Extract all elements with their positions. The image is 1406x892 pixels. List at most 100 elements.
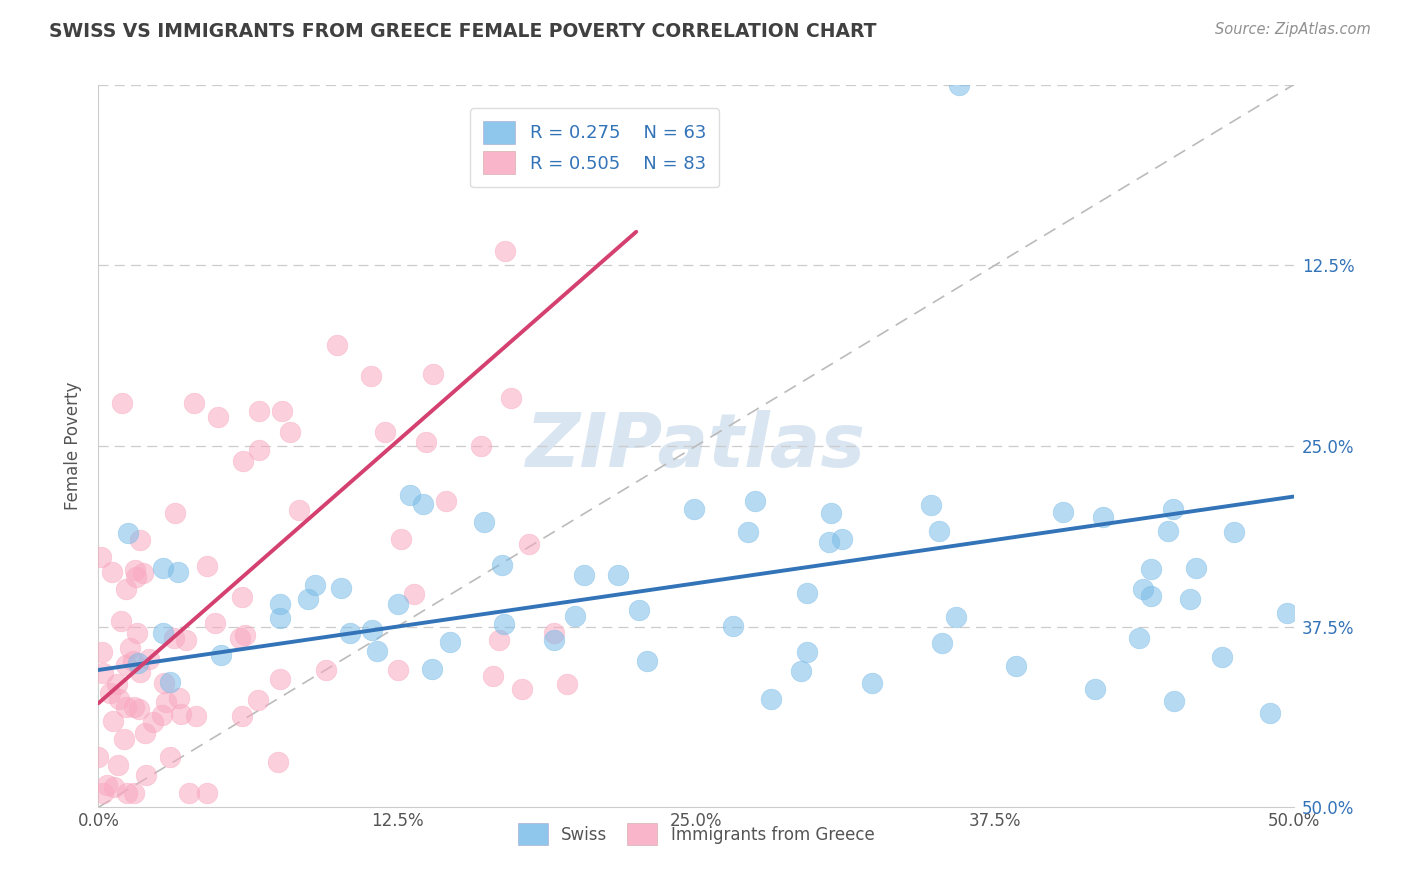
Point xyxy=(1052,505,1074,519)
Point xyxy=(195,559,218,574)
Point xyxy=(247,404,270,418)
Point xyxy=(184,709,207,723)
Point xyxy=(683,502,706,516)
Point xyxy=(177,786,200,800)
Point xyxy=(232,454,254,468)
Point xyxy=(339,625,361,640)
Point xyxy=(103,780,125,794)
Point xyxy=(152,625,174,640)
Point xyxy=(142,715,165,730)
Point xyxy=(269,673,291,687)
Point xyxy=(195,786,218,800)
Point xyxy=(470,439,492,453)
Point xyxy=(297,592,319,607)
Point xyxy=(820,506,842,520)
Point xyxy=(1005,658,1028,673)
Point xyxy=(153,676,176,690)
Point xyxy=(131,566,153,580)
Point xyxy=(420,662,443,676)
Point xyxy=(1132,582,1154,597)
Point xyxy=(1091,510,1114,524)
Point xyxy=(361,623,384,637)
Point xyxy=(1140,562,1163,576)
Point xyxy=(120,641,142,656)
Point xyxy=(115,786,138,800)
Point xyxy=(111,395,134,409)
Point xyxy=(152,561,174,575)
Point xyxy=(124,700,146,714)
Point xyxy=(1161,502,1184,516)
Point xyxy=(1157,524,1180,538)
Point xyxy=(155,695,177,709)
Point xyxy=(1258,706,1281,721)
Point xyxy=(572,568,595,582)
Point xyxy=(1163,693,1185,707)
Point xyxy=(231,590,253,604)
Point xyxy=(606,567,628,582)
Point xyxy=(90,549,112,564)
Point xyxy=(135,768,157,782)
Point xyxy=(415,435,437,450)
Point xyxy=(928,524,950,538)
Point xyxy=(510,681,533,696)
Point xyxy=(229,631,252,645)
Point xyxy=(366,644,388,658)
Point xyxy=(278,425,301,439)
Point xyxy=(796,586,818,600)
Point xyxy=(207,410,229,425)
Point xyxy=(1178,592,1201,607)
Point xyxy=(101,714,124,728)
Point xyxy=(494,244,516,258)
Point xyxy=(124,563,146,577)
Point xyxy=(231,708,253,723)
Point xyxy=(209,648,232,662)
Point xyxy=(122,654,145,668)
Point xyxy=(1128,631,1150,645)
Point xyxy=(107,692,129,706)
Point xyxy=(152,708,174,723)
Point xyxy=(127,657,149,671)
Point xyxy=(91,786,114,800)
Point xyxy=(138,651,160,665)
Point xyxy=(439,635,461,649)
Point xyxy=(117,525,139,540)
Point xyxy=(790,664,813,678)
Point xyxy=(920,498,942,512)
Point xyxy=(266,756,288,770)
Point xyxy=(817,535,839,549)
Point xyxy=(499,392,522,406)
Point xyxy=(174,632,197,647)
Point xyxy=(389,532,412,546)
Point xyxy=(124,786,146,800)
Point xyxy=(1140,589,1163,603)
Point xyxy=(1185,561,1208,575)
Point xyxy=(1084,682,1107,697)
Point xyxy=(412,497,434,511)
Point xyxy=(101,565,124,579)
Point xyxy=(110,614,132,628)
Point xyxy=(472,515,495,529)
Point xyxy=(721,619,744,633)
Point xyxy=(737,524,759,539)
Point xyxy=(125,570,148,584)
Point xyxy=(360,369,382,384)
Point xyxy=(269,610,291,624)
Point xyxy=(399,488,422,502)
Point xyxy=(627,603,650,617)
Y-axis label: Female Poverty: Female Poverty xyxy=(65,382,83,510)
Point xyxy=(491,558,513,572)
Point xyxy=(636,654,658,668)
Point xyxy=(860,675,883,690)
Point xyxy=(387,663,409,677)
Point xyxy=(159,675,181,690)
Point xyxy=(555,676,578,690)
Point xyxy=(304,578,326,592)
Point xyxy=(159,749,181,764)
Point xyxy=(98,685,121,699)
Text: SWISS VS IMMIGRANTS FROM GREECE FEMALE POVERTY CORRELATION CHART: SWISS VS IMMIGRANTS FROM GREECE FEMALE P… xyxy=(49,22,877,41)
Point xyxy=(114,700,136,714)
Point xyxy=(288,502,311,516)
Point xyxy=(945,610,967,624)
Point xyxy=(134,726,156,740)
Point xyxy=(105,676,128,690)
